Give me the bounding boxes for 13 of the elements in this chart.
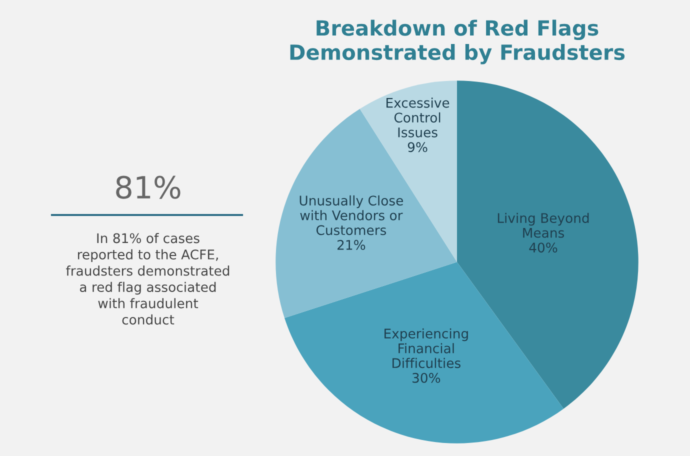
data-label: 30% <box>412 372 440 383</box>
text: In 81% of cases reported to the ACFE, fraudsters demonstrated a red flag associated with fraudulent conduct <box>66 233 230 325</box>
data-label: 21% <box>338 240 366 250</box>
data-label: 9% <box>408 142 428 152</box>
data-label: 40% <box>529 242 558 253</box>
pie-slice <box>284 262 564 444</box>
chart-title: Breakdown of Red Flags Demonstrated by Fraudsters <box>290 20 625 64</box>
slice-label: Living Beyond Means <box>498 212 589 238</box>
slice-label: Unusually Close with Vendors or Customers <box>300 195 403 236</box>
text: 81% <box>116 176 180 199</box>
slice-label: Excessive Control Issues <box>386 98 450 138</box>
pie-slice <box>276 108 457 318</box>
slice-label: Experiencing Financial Difficulties <box>384 328 468 368</box>
